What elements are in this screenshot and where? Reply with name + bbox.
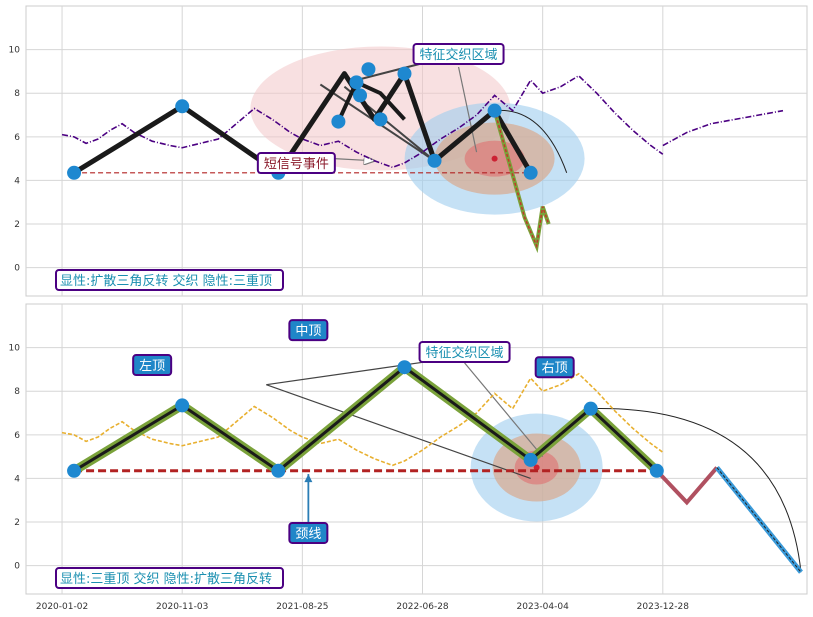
annotation-label-box [534, 356, 575, 379]
corner-label-box [55, 269, 284, 291]
annotation-label-box [412, 42, 505, 65]
y-tick-label: 4 [14, 474, 20, 484]
pivot-marker [427, 153, 442, 168]
pivot-marker [523, 452, 538, 467]
pivot-marker [397, 66, 412, 81]
y-tick-label: 2 [14, 518, 20, 528]
y-tick-label: 10 [9, 46, 21, 56]
event-arrow [334, 159, 374, 161]
pivot-marker [67, 165, 82, 180]
pivot-marker [649, 463, 664, 478]
annotation-label-box [288, 521, 329, 544]
y-tick-label: 10 [9, 344, 21, 354]
annotation-label: 短信号事件 [264, 157, 329, 172]
annotation-label: 中顶 [295, 324, 321, 339]
corner-label: 显性:三重顶 交织 隐性:扩散三角反转 [60, 571, 272, 587]
pivot-marker [349, 75, 364, 90]
y-tick-label: 0 [14, 264, 20, 274]
price-series-2 [662, 109, 784, 147]
triangle-line-lower [266, 384, 531, 480]
pivot-marker [373, 112, 388, 127]
annotation-label: 特征交织区域 [420, 47, 498, 63]
focus-dot [491, 155, 498, 162]
x-tick-label: 2023-04-04 [517, 602, 570, 612]
top-y-tick-labels: 0 2 4 6 8 10 [9, 46, 21, 274]
y-tick-label: 2 [14, 220, 20, 230]
pivot-marker [331, 114, 346, 129]
pivot-marker [397, 360, 412, 375]
neckline-arrowhead [304, 474, 313, 483]
annotation-label: 特征交织区域 [426, 345, 504, 361]
x-tick-label: 2020-11-03 [156, 602, 208, 612]
pivot-marker [487, 103, 502, 118]
annotation-label-box [418, 340, 511, 363]
corner-label-box [55, 567, 284, 589]
pivot-marker [523, 165, 538, 180]
y-tick-label: 4 [14, 176, 20, 186]
pivot-marker [175, 99, 190, 114]
x-tick-label: 2023-12-28 [637, 602, 690, 612]
focus-dot [533, 464, 540, 471]
feature-pointer [457, 66, 478, 153]
projection-arc [590, 408, 802, 573]
projection-line [493, 110, 550, 249]
y-tick-label: 8 [14, 387, 20, 397]
annotation-label: 右顶 [542, 361, 568, 376]
x-tick-label: 2022-06-28 [396, 602, 449, 612]
y-tick-label: 8 [14, 89, 20, 99]
bottom-y-tick-labels: 0 2 4 6 8 10 [9, 344, 21, 572]
pivot-marker [67, 463, 82, 478]
annotation-label: 颈线 [295, 527, 321, 542]
feature-pointer [464, 362, 544, 458]
y-tick-label: 0 [14, 562, 20, 572]
x-tick-label: 2021-08-25 [276, 602, 328, 612]
annotation-label-box [256, 151, 336, 174]
bottom-pivot-markers [67, 360, 664, 478]
x-tick-labels: 2020-01-02 2020-11-03 2021-08-25 2022-06-28… [36, 602, 689, 612]
projection-down-2-core [716, 467, 802, 573]
pivot-marker [175, 398, 190, 413]
projection-arc [494, 109, 568, 173]
pivot-marker [353, 88, 368, 103]
y-tick-label: 6 [14, 133, 20, 143]
annotation-label-box [288, 319, 329, 342]
annotation-label: 左顶 [139, 359, 165, 374]
projection-down-1 [655, 466, 719, 506]
pivot-marker [583, 401, 598, 416]
annotation-label-box [132, 354, 173, 377]
pattern-inner-line [336, 79, 406, 123]
corner-label: 显性:扩散三角反转 交织 隐性:三重顶 [60, 273, 272, 289]
y-tick-label: 6 [14, 431, 20, 441]
pivot-marker [271, 463, 286, 478]
x-tick-label: 2020-01-02 [36, 602, 88, 612]
pivot-marker [361, 62, 376, 77]
